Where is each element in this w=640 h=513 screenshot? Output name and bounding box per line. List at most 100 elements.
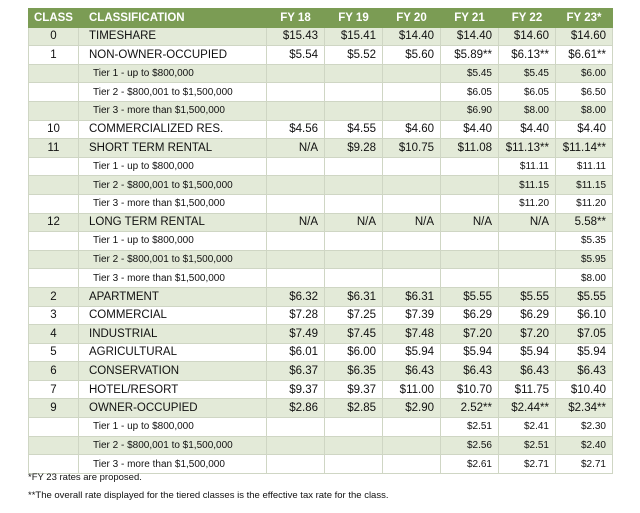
rate-cell [266,268,325,288]
rate-cell: $4.55 [324,119,383,140]
class-cell: 1 [28,45,79,65]
rate-cell: $6.29 [498,305,556,326]
class-cell: 0 [28,26,79,47]
rate-cell: $5.52 [324,45,383,65]
rate-cell: $9.37 [324,379,383,400]
rate-cell [382,156,441,177]
rate-cell [440,193,499,214]
rate-cell: $5.55 [498,286,556,307]
rate-cell: $6.29 [440,305,499,326]
class-cell [28,268,79,288]
class-cell [28,417,79,437]
rate-cell: $4.60 [382,119,441,140]
table-row: Tier 1 - up to $800,000 $2.51 $2.41 $2.30 [28,417,613,437]
rate-cell: $2.90 [382,398,441,419]
rate-cell [324,82,383,102]
rate-cell: $5.54 [266,45,325,65]
classification-cell: CONSERVATION [78,361,267,381]
rate-cell: $14.40 [440,26,499,47]
rate-cell [266,175,325,195]
class-cell: 9 [28,398,79,419]
table-row: Tier 1 - up to $800,000 $5.45 $5.45 $6.00 [28,63,613,84]
rate-cell [266,417,325,437]
rate-cell [440,156,499,177]
tier-label-cell: Tier 1 - up to $800,000 [78,156,267,177]
rate-cell: $5.45 [440,63,499,84]
class-cell: 10 [28,119,79,140]
rate-cell: $2.56 [440,435,499,456]
rate-cell: $5.35 [555,231,613,251]
rate-cell: $5.45 [498,63,556,84]
rate-cell: $10.75 [382,138,441,158]
rate-cell: $6.05 [498,82,556,102]
table-row: 7 HOTEL/RESORT $9.37 $9.37 $11.00 $10.70 $11.7… [28,379,613,400]
table-row: Tier 2 - $800,001 to $1,500,000 $11.15 $11… [28,175,613,195]
rate-cell: $5.95 [555,249,613,270]
table-row: 0 TIMESHARE $15.43 $15.41 $14.40 $14.40 $14.60… [28,26,613,47]
tier-label-cell: Tier 3 - more than $1,500,000 [78,193,267,214]
rate-cell: N/A [266,138,325,158]
rate-cell: $14.40 [382,26,441,47]
rate-cell: $2.51 [440,417,499,437]
classification-cell: HOTEL/RESORT [78,379,267,400]
class-cell: 6 [28,361,79,381]
rate-cell: $5.55 [555,286,613,307]
rate-cell [498,268,556,288]
rate-cell: $2.34** [555,398,613,419]
rate-cell: $6.90 [440,100,499,121]
rate-cell: $2.51 [498,435,556,456]
rate-cell: $14.60 [498,26,556,47]
rate-cell [440,231,499,251]
class-cell: 3 [28,305,79,326]
rate-cell: $5.94 [498,342,556,363]
header-fy19: FY 19 [324,8,383,28]
rate-cell: $11.20 [555,193,613,214]
rate-cell: $7.20 [498,324,556,344]
table-row: 1 NON-OWNER-OCCUPIED $5.54 $5.52 $5.60 $5.89*… [28,45,613,65]
rate-cell: $9.37 [266,379,325,400]
rate-cell [498,231,556,251]
tier-label-cell: Tier 1 - up to $800,000 [78,417,267,437]
table-row: 4 INDUSTRIAL $7.49 $7.45 $7.48 $7.20 $7.20 $7.0… [28,324,613,344]
rate-cell [324,454,383,474]
rate-cell: $11.11 [498,156,556,177]
table-header-row: CLASS CLASSIFICATION FY 18 FY 19 FY 20 FY 21 F… [28,8,613,28]
rate-cell: N/A [498,212,556,233]
rate-cell: 2.52** [440,398,499,419]
rate-cell [440,249,499,270]
rate-cell: $2.71 [498,454,556,474]
table-row: 3 COMMERCIAL $7.28 $7.25 $7.39 $6.29 $6.29 $6.1… [28,305,613,326]
rate-cell: $2.41 [498,417,556,437]
rate-cell [382,268,441,288]
tax-rate-table-container: CLASS CLASSIFICATION FY 18 FY 19 FY 20 FY 21 F… [28,8,613,474]
class-cell: 7 [28,379,79,400]
rate-cell: $6.00 [324,342,383,363]
rate-cell: $6.50 [555,82,613,102]
classification-cell: COMMERCIAL [78,305,267,326]
classification-cell: TIMESHARE [78,26,267,47]
rate-cell: $6.10 [555,305,613,326]
rate-cell: $2.61 [440,454,499,474]
rate-cell: $5.60 [382,45,441,65]
rate-cell: $5.94 [440,342,499,363]
rate-cell: $4.40 [440,119,499,140]
table-row: 6 CONSERVATION $6.37 $6.35 $6.43 $6.43 $6.43 $6… [28,361,613,381]
rate-cell [382,63,441,84]
rate-cell: $15.43 [266,26,325,47]
header-fy22: FY 22 [498,8,556,28]
rate-cell: $2.85 [324,398,383,419]
classification-cell: COMMERCIALIZED RES. [78,119,267,140]
rate-cell: $8.00 [555,268,613,288]
rate-cell: $6.01 [266,342,325,363]
classification-cell: APARTMENT [78,286,267,307]
table-row: Tier 3 - more than $1,500,000 $2.61 $2.71 $… [28,454,613,474]
class-cell [28,100,79,121]
header-classification: CLASSIFICATION [78,8,267,28]
rate-cell: N/A [266,212,325,233]
rate-cell: $7.28 [266,305,325,326]
rate-cell: $6.31 [382,286,441,307]
rate-cell: $7.49 [266,324,325,344]
rate-cell [266,435,325,456]
rate-cell [324,268,383,288]
rate-cell: $7.48 [382,324,441,344]
